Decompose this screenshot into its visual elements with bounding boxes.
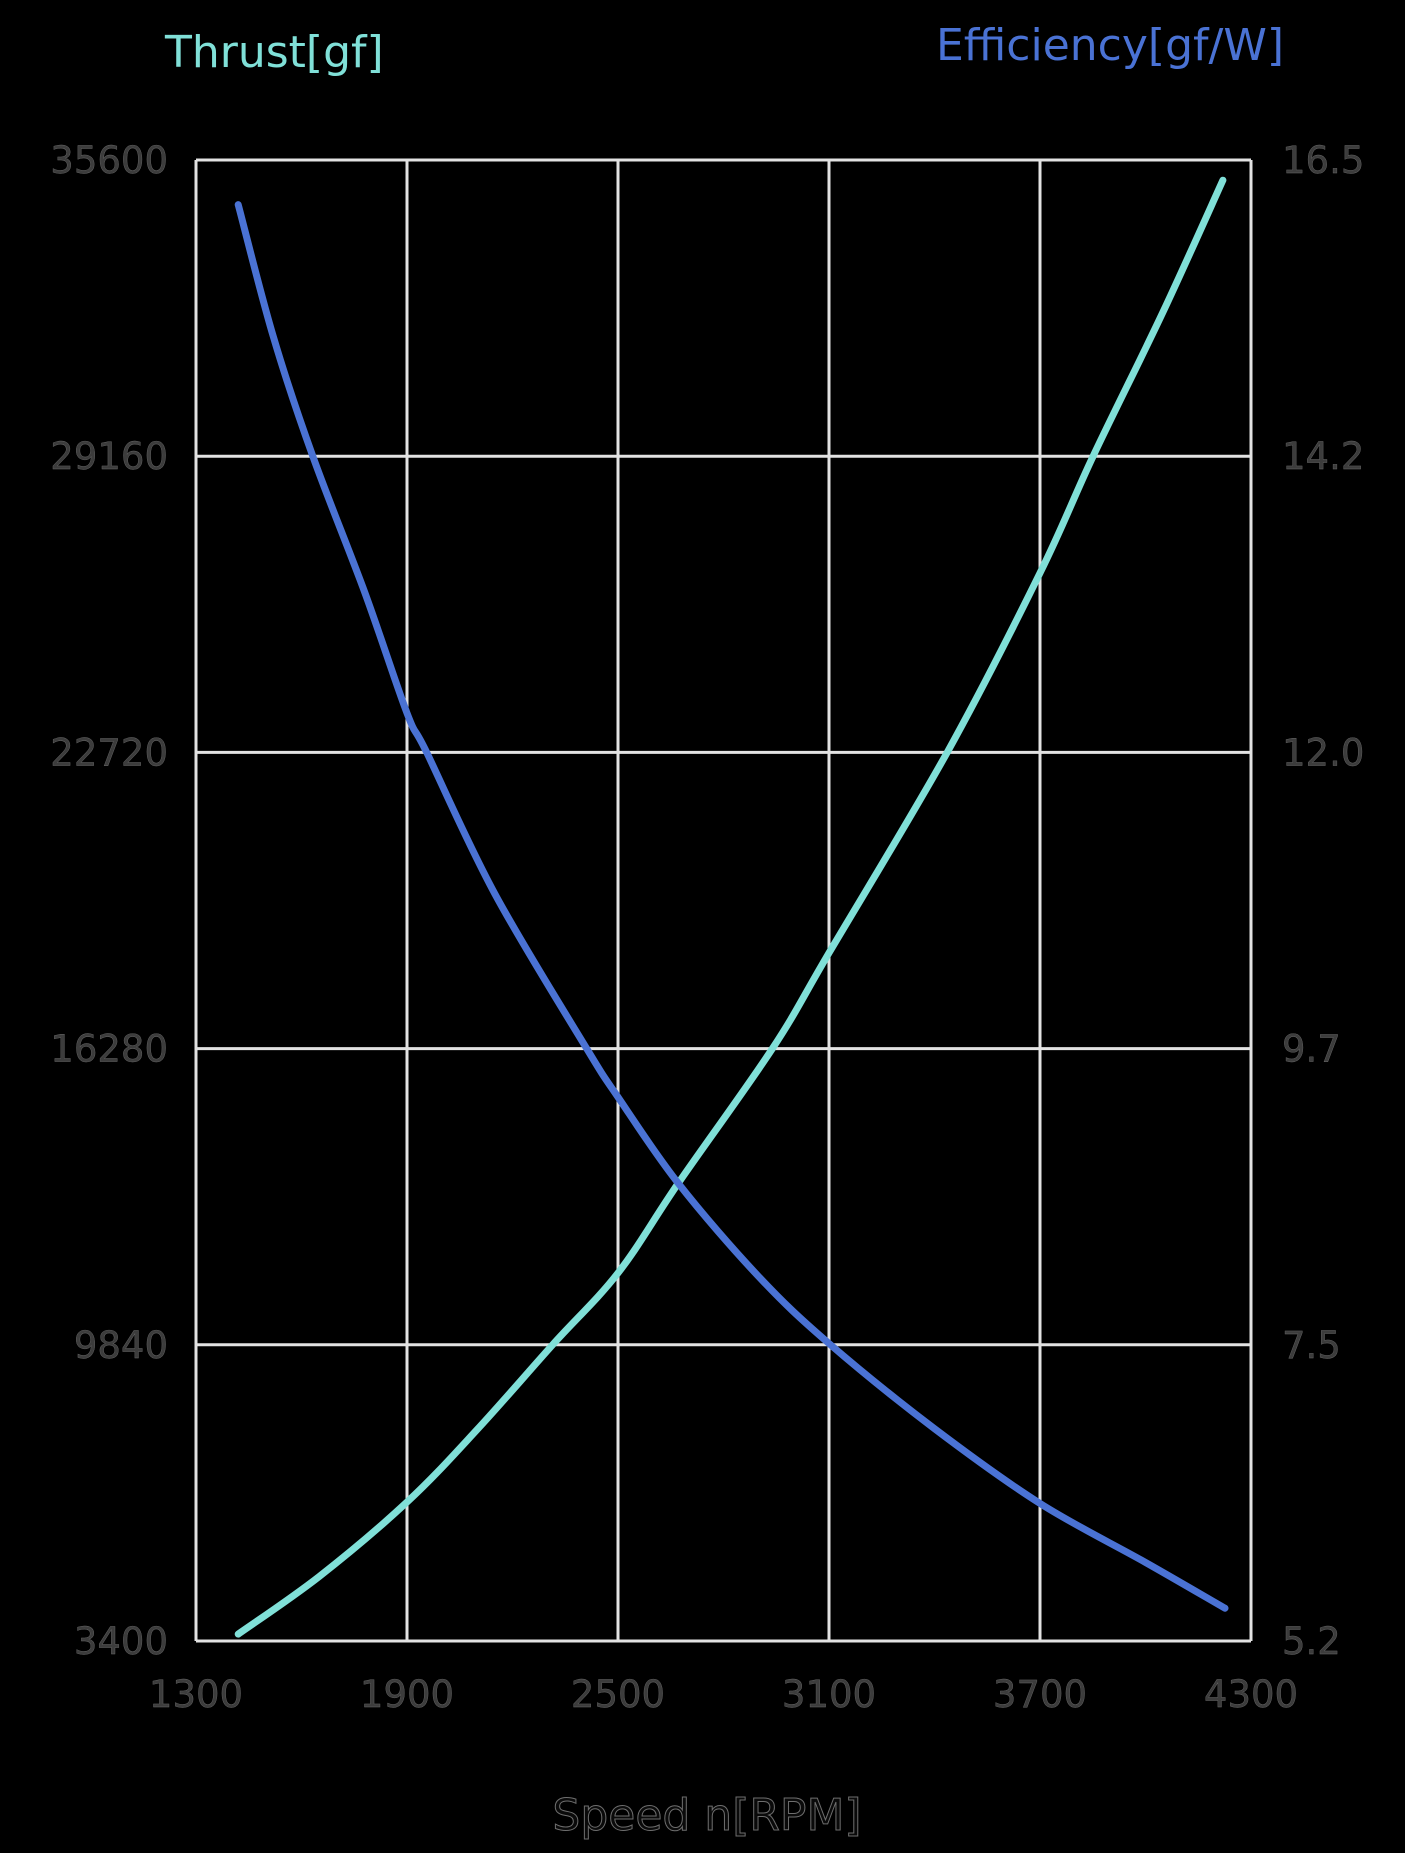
left-y-tick-label: 22720 [50, 731, 168, 774]
thrust-curve [234, 176, 1227, 1638]
left-y-tick-label: 16280 [50, 1028, 168, 1071]
x-tick-label: 2500 [571, 1673, 665, 1716]
left-y-axis-ticks: 35600 29160 22720 16280 9840 3400 [50, 139, 168, 1663]
efficiency-axis-title: Efficiency[gf/W] [936, 20, 1284, 71]
right-y-tick-label: 14.2 [1282, 435, 1364, 478]
right-y-tick-label: 9.7 [1282, 1028, 1341, 1071]
left-y-tick-label: 29160 [50, 435, 168, 478]
right-y-axis-ticks: 16.5 14.2 12.0 9.7 7.5 5.2 [1282, 139, 1365, 1663]
x-tick-label: 1900 [360, 1673, 454, 1716]
x-axis-ticks: 1300 1900 2500 3100 3700 4300 [149, 1673, 1299, 1716]
right-y-tick-label: 12.0 [1282, 731, 1364, 774]
x-tick-label: 3700 [993, 1673, 1087, 1716]
right-y-tick-label: 5.2 [1282, 1620, 1341, 1663]
x-axis-title: Speed n[RPM] [552, 1790, 861, 1841]
efficiency-curve [234, 201, 1229, 1612]
left-y-tick-label: 9840 [74, 1324, 168, 1367]
x-tick-label: 4300 [1204, 1673, 1298, 1716]
right-y-tick-label: 7.5 [1282, 1324, 1341, 1367]
x-tick-label: 1300 [149, 1673, 243, 1716]
left-y-tick-label: 3400 [74, 1620, 168, 1663]
left-y-tick-label: 35600 [50, 139, 168, 182]
thrust-axis-title: Thrust[gf] [164, 27, 384, 78]
plot-grid [194, 158, 1253, 1643]
x-tick-label: 3100 [782, 1673, 876, 1716]
right-y-tick-label: 16.5 [1282, 139, 1364, 182]
